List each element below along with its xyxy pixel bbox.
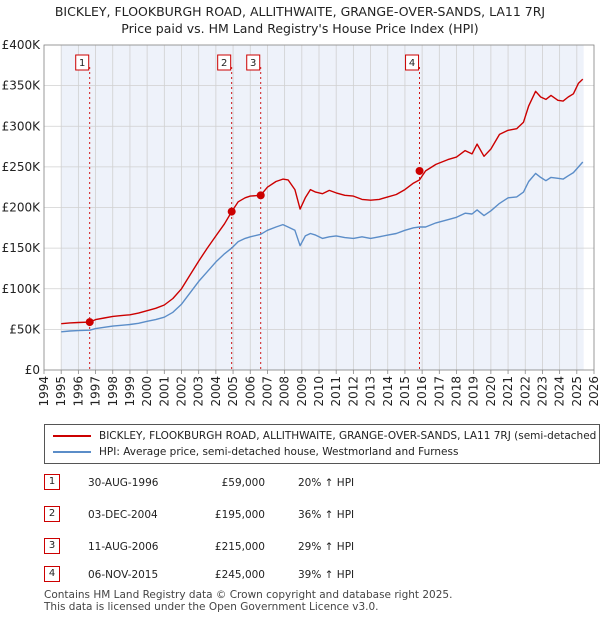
sale-number-badge: 1 <box>44 474 60 490</box>
y-tick-label: £200K <box>2 201 42 215</box>
x-tick-label: 2023 <box>535 376 549 407</box>
sale-number-badge: 4 <box>44 566 60 582</box>
x-tick-label: 1998 <box>106 376 120 407</box>
x-tick-label: 2002 <box>175 376 189 407</box>
sale-number-badge: 2 <box>44 506 60 522</box>
x-tick-label: 2001 <box>157 376 171 407</box>
sale-date: 03-DEC-2004 <box>88 509 158 521</box>
x-tick-label: 1995 <box>54 376 68 407</box>
sale-date: 11-AUG-2006 <box>88 541 159 553</box>
x-tick-label: 2011 <box>329 376 343 407</box>
series-lines <box>61 78 584 333</box>
sale-marker-box <box>217 54 232 71</box>
x-tick-label: 2000 <box>140 376 154 407</box>
x-tick-label: 2026 <box>587 376 600 407</box>
sale-point <box>227 207 236 216</box>
x-tick-label: 2025 <box>570 376 584 407</box>
x-tick-label: 2007 <box>260 376 274 407</box>
sale-marker-label: 3 <box>250 58 256 69</box>
sale-row: 2 03-DEC-2004 £195,000 36% ↑ HPI <box>44 504 464 526</box>
sale-marker-label: 4 <box>409 58 415 69</box>
x-tick-label: 2010 <box>312 376 326 407</box>
legend-item-property: BICKLEY, FLOOKBURGH ROAD, ALLITHWAITE, G… <box>53 428 600 444</box>
sale-marker-label: 2 <box>221 58 227 69</box>
sale-date: 06-NOV-2015 <box>88 569 159 581</box>
y-tick-label: £400K <box>2 38 42 52</box>
sale-price: £215,000 <box>214 541 265 553</box>
x-tick-label: 2012 <box>346 376 360 407</box>
x-tick-label: 2024 <box>553 376 567 407</box>
sale-marker-label: 1 <box>79 58 85 69</box>
x-tick-label: 2005 <box>226 376 240 407</box>
sale-price: £59,000 <box>221 477 265 489</box>
sale-marker-box <box>405 54 420 71</box>
chart-title: BICKLEY, FLOOKBURGH ROAD, ALLITHWAITE, G… <box>54 4 546 19</box>
x-tick-label: 2015 <box>398 376 412 407</box>
sale-marker-box <box>246 54 261 71</box>
legend-label-hpi: HPI: Average price, semi-detached house,… <box>99 446 459 458</box>
legend-swatch-property <box>53 435 91 437</box>
chart-title-block: BICKLEY, FLOOKBURGH ROAD, ALLITHWAITE, G… <box>0 3 600 37</box>
sale-hpi-delta: 39% ↑ HPI <box>298 569 355 581</box>
sale-row: 3 11-AUG-2006 £215,000 29% ↑ HPI <box>44 536 464 558</box>
x-tick-label: 2018 <box>450 376 464 407</box>
x-tick-label: 2017 <box>432 376 446 407</box>
x-tick-label: 2004 <box>209 376 223 407</box>
x-tick-label: 1999 <box>123 376 137 407</box>
sale-row: 1 30-AUG-1996 £59,000 20% ↑ HPI <box>44 472 464 494</box>
sale-number-badge: 3 <box>44 538 60 554</box>
sale-row: 4 06-NOV-2015 £245,000 39% ↑ HPI <box>44 564 464 586</box>
y-tick-label: £150K <box>2 241 42 255</box>
sale-point <box>85 318 94 327</box>
x-tick-label: 2009 <box>295 376 309 407</box>
x-tick-label: 1996 <box>71 376 85 407</box>
x-tick-label: 2016 <box>415 376 429 407</box>
y-tick-label: £100K <box>2 282 42 296</box>
sale-price: £195,000 <box>214 509 265 521</box>
x-tick-label: 1997 <box>89 376 103 407</box>
legend-item-hpi: HPI: Average price, semi-detached house,… <box>53 444 458 460</box>
y-tick-label: £50K <box>9 322 41 336</box>
sale-hpi-delta: 29% ↑ HPI <box>298 541 355 553</box>
legend: BICKLEY, FLOOKBURGH ROAD, ALLITHWAITE, G… <box>44 424 600 464</box>
sale-price: £245,000 <box>214 569 265 581</box>
x-tick-label: 2006 <box>243 376 257 407</box>
axes: £0 £50K £100K £150K £200K £250K £300K £350K £400… <box>2 38 600 407</box>
sale-point <box>256 191 265 200</box>
x-tick-label: 2003 <box>192 376 206 407</box>
property-price-line <box>61 78 584 325</box>
legend-label-property: BICKLEY, FLOOKBURGH ROAD, ALLITHWAITE, G… <box>99 430 600 442</box>
y-tick-label: £300K <box>2 119 42 133</box>
y-tick-label: £350K <box>2 79 42 93</box>
sale-date: 30-AUG-1996 <box>88 477 159 489</box>
sale-markers: 1 2 3 4 <box>75 54 424 327</box>
footer-line-copyright: Contains HM Land Registry data © Crown c… <box>44 589 453 601</box>
hpi-line <box>61 161 584 333</box>
footer-line-licence: This data is licensed under the Open Gov… <box>44 601 379 613</box>
sale-marker-box <box>75 54 90 71</box>
sale-point <box>415 166 424 175</box>
x-tick-label: 2008 <box>278 376 292 407</box>
footer-attribution: Contains HM Land Registry data © Crown c… <box>44 589 452 613</box>
x-tick-label: 2013 <box>364 376 378 407</box>
y-tick-label: £250K <box>2 160 42 174</box>
legend-swatch-hpi <box>53 451 91 453</box>
sale-hpi-delta: 36% ↑ HPI <box>298 509 355 521</box>
price-chart: 1 2 3 4 £0 £50K £100K £150K £200K £250K £300K £350… <box>2 38 600 407</box>
x-tick-label: 2020 <box>484 376 498 407</box>
x-tick-label: 1994 <box>37 376 51 407</box>
x-tick-label: 2019 <box>467 376 481 407</box>
y-tick-label: £0 <box>25 363 40 377</box>
x-tick-label: 2022 <box>518 376 532 407</box>
sale-hpi-delta: 20% ↑ HPI <box>298 477 355 489</box>
chart-subtitle: Price paid vs. HM Land Registry's House … <box>121 21 479 36</box>
x-tick-label: 2021 <box>501 376 515 407</box>
x-tick-label: 2014 <box>381 376 395 407</box>
